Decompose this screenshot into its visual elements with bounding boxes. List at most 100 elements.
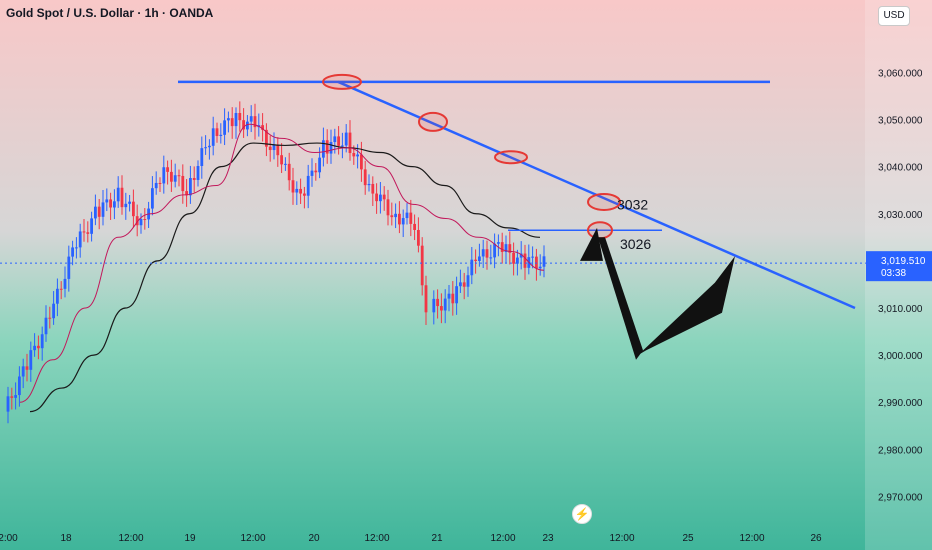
candle xyxy=(82,231,86,233)
candle xyxy=(78,231,82,248)
candle xyxy=(481,249,485,257)
candle xyxy=(173,175,177,182)
candle xyxy=(470,259,474,276)
candle xyxy=(265,129,268,147)
candle xyxy=(166,167,169,172)
candle xyxy=(113,201,116,208)
x-tick-label: 12:00 xyxy=(118,533,143,544)
candle xyxy=(325,140,329,154)
candle xyxy=(432,298,436,313)
projection-arrow-up xyxy=(638,256,735,356)
candle xyxy=(363,169,367,186)
x-tick-label: 2:00 xyxy=(0,533,18,544)
candle xyxy=(276,144,280,156)
candle xyxy=(192,178,196,180)
candle xyxy=(284,163,287,165)
candle xyxy=(462,282,466,287)
candle xyxy=(219,134,223,136)
highlight-ellipse xyxy=(418,111,448,132)
candle xyxy=(478,256,481,261)
currency-button[interactable]: USD xyxy=(878,6,910,26)
candle xyxy=(268,146,272,151)
candle xyxy=(493,243,496,258)
candle xyxy=(538,266,542,269)
moving-average-fast xyxy=(19,123,545,403)
candle xyxy=(101,202,105,217)
candle xyxy=(398,213,401,225)
candle xyxy=(223,120,226,135)
candle xyxy=(200,148,204,167)
candle xyxy=(63,278,67,289)
candle xyxy=(154,182,158,189)
candle xyxy=(344,132,348,146)
candle xyxy=(474,259,477,261)
candle xyxy=(451,293,455,304)
candle xyxy=(409,212,413,224)
candle xyxy=(417,229,420,246)
candle xyxy=(500,242,504,252)
candle xyxy=(310,170,314,176)
x-tick-label: 26 xyxy=(810,533,822,544)
candle xyxy=(94,206,97,219)
x-tick-label: 12:00 xyxy=(609,533,634,544)
candle xyxy=(424,285,428,313)
y-tick-label: 3,010.000 xyxy=(878,304,923,315)
candle xyxy=(497,242,500,244)
lightning-icon[interactable]: ⚡ xyxy=(572,504,592,524)
candle xyxy=(97,206,101,217)
candle xyxy=(379,194,382,202)
candle xyxy=(367,183,371,186)
y-tick-label: 2,990.000 xyxy=(878,398,923,409)
candle xyxy=(215,128,219,136)
candle xyxy=(132,201,135,217)
x-tick-label: 20 xyxy=(308,533,320,544)
candle xyxy=(204,147,207,149)
current-price-tag xyxy=(866,251,932,282)
candle xyxy=(489,257,493,259)
highlight-ellipse xyxy=(587,221,613,240)
candle xyxy=(318,157,321,173)
candle xyxy=(6,396,10,412)
candle xyxy=(306,175,310,196)
candle xyxy=(253,116,257,128)
candle xyxy=(485,249,489,258)
candle xyxy=(322,140,325,158)
chart-title: Gold Spot / U.S. Dollar · 1h · OANDA xyxy=(6,6,214,20)
x-tick-label: 25 xyxy=(682,533,694,544)
candle xyxy=(280,155,283,165)
candle xyxy=(135,216,139,226)
candle xyxy=(10,396,14,398)
candle xyxy=(71,247,74,257)
candle xyxy=(504,244,508,252)
candle xyxy=(371,183,375,194)
candle xyxy=(75,247,78,249)
candle xyxy=(90,218,93,234)
candle xyxy=(158,182,162,184)
candle xyxy=(25,366,29,370)
y-tick-label: 3,050.000 xyxy=(878,116,923,127)
projection-arrow-down xyxy=(598,237,643,360)
candle xyxy=(272,144,276,151)
candle xyxy=(44,317,48,335)
candle xyxy=(382,194,386,200)
moving-average-slow xyxy=(29,142,541,413)
candle xyxy=(120,187,124,208)
candle xyxy=(116,187,120,202)
candle xyxy=(375,193,378,202)
countdown-label: 03:38 xyxy=(881,268,906,279)
x-tick-label: 21 xyxy=(431,533,443,544)
x-tick-label: 12:00 xyxy=(739,533,764,544)
y-tick-label: 3,040.000 xyxy=(878,163,923,174)
candle xyxy=(230,118,234,127)
level-label-3032: 3032 xyxy=(617,196,648,212)
level-label-3026: 3026 xyxy=(620,236,651,252)
candle xyxy=(386,199,390,216)
highlight-ellipse xyxy=(587,192,621,211)
candle xyxy=(242,120,245,130)
candle xyxy=(440,306,443,311)
y-tick-label: 3,030.000 xyxy=(878,210,923,221)
candle xyxy=(208,145,211,148)
x-tick-label: 12:00 xyxy=(364,533,389,544)
